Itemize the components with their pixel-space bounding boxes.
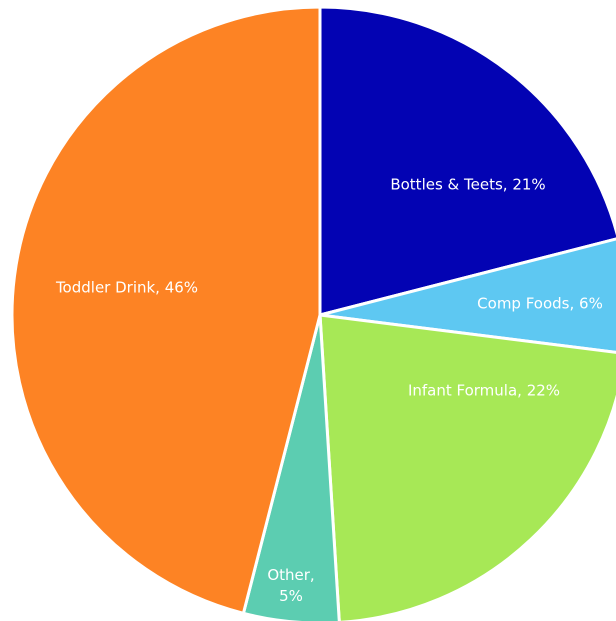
- data-label: Infant Formula, 22%: [407, 381, 561, 400]
- pie-slice: [318, 5, 616, 317]
- data-label: Other, 5%: [267, 566, 315, 605]
- pie-slice: [318, 313, 616, 621]
- data-label: Toddler Drink, 46%: [55, 278, 199, 297]
- pie-slice: [10, 5, 322, 616]
- data-label: Bottles & Teets, 21%: [390, 175, 546, 194]
- data-label: Comp Foods, 6%: [477, 294, 603, 313]
